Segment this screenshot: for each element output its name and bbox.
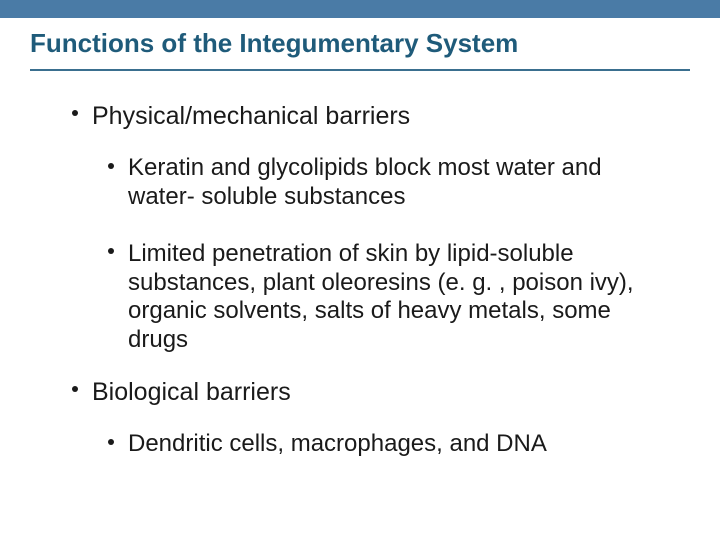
slide-title: Functions of the Integumentary System <box>0 18 720 65</box>
bullet-icon <box>108 163 114 169</box>
bullet-level-2: Keratin and glycolipids block most water… <box>60 154 660 212</box>
bullet-icon <box>108 248 114 254</box>
bullet-icon <box>108 439 114 445</box>
slide-content: Physical/mechanical barriers Keratin and… <box>0 71 720 459</box>
bullet-text: Keratin and glycolipids block most water… <box>128 154 602 210</box>
bullet-level-2: Limited penetration of skin by lipid-sol… <box>60 240 660 355</box>
bullet-level-2: Dendritic cells, macrophages, and DNA <box>60 430 660 459</box>
bullet-level-1: Physical/mechanical barriers <box>60 101 660 132</box>
bullet-icon <box>72 386 78 392</box>
bullet-text: Biological barriers <box>92 378 291 406</box>
header-bar <box>0 0 720 18</box>
bullet-text: Physical/mechanical barriers <box>92 102 410 130</box>
bullet-icon <box>72 110 78 116</box>
bullet-text: Limited penetration of skin by lipid-sol… <box>128 240 634 353</box>
bullet-level-1: Biological barriers <box>60 377 660 408</box>
bullet-text: Dendritic cells, macrophages, and DNA <box>128 430 547 457</box>
